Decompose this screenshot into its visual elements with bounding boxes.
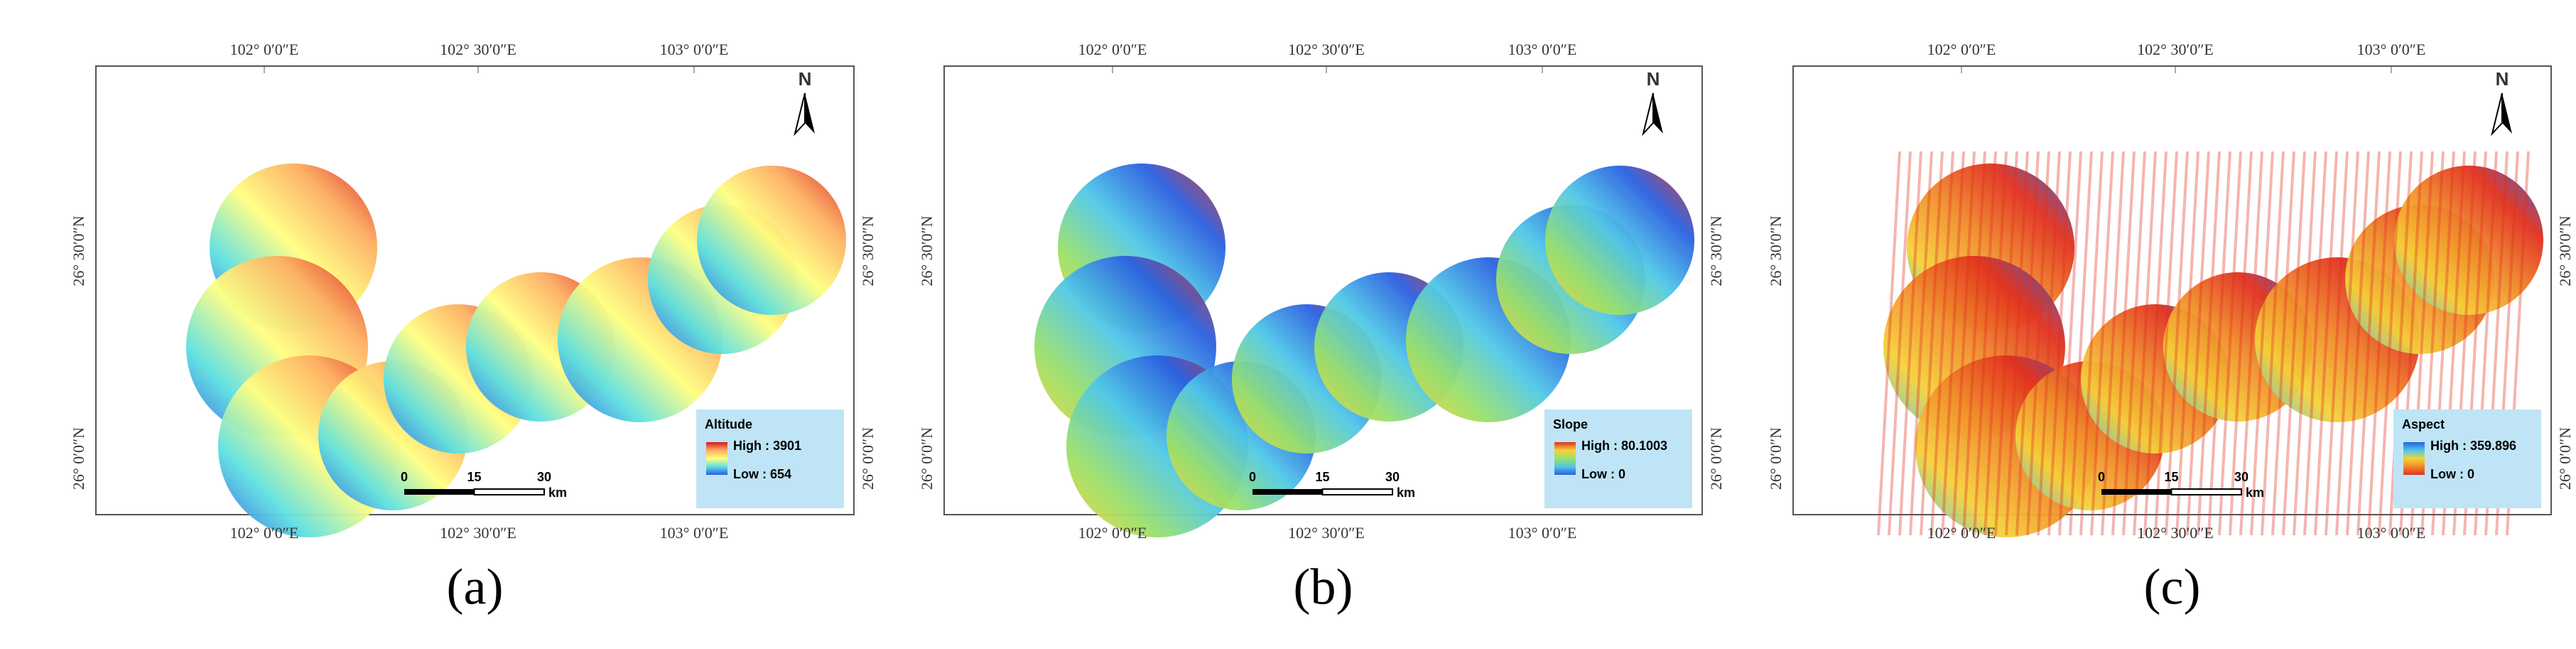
lon-label-bottom: 103° 0′0″E xyxy=(2357,524,2426,542)
scale-unit: km xyxy=(1397,486,1415,500)
north-arrow xyxy=(794,92,806,136)
lon-label-bottom: 102° 30′0″E xyxy=(2137,524,2214,542)
panel-caption: (c) xyxy=(2144,559,2201,616)
legend-low: Low : 0 xyxy=(1581,467,1625,481)
scale-label: 15 xyxy=(1315,470,1329,484)
scale-unit: km xyxy=(548,486,567,500)
north-arrow xyxy=(2502,93,2512,134)
north-arrow xyxy=(2491,92,2503,136)
scale-label: 0 xyxy=(2098,470,2105,484)
legend-high: High : 3901 xyxy=(733,439,801,453)
scale-label: 0 xyxy=(1249,470,1256,484)
terrain xyxy=(1034,163,1694,537)
lon-label-bottom: 103° 0′0″E xyxy=(1508,524,1577,542)
scale-label: 30 xyxy=(1385,470,1400,484)
lat-label-right: 26° 30′0″N xyxy=(2556,215,2574,286)
legend-title: Altitude xyxy=(705,417,752,431)
lon-label-top: 103° 0′0″E xyxy=(2357,41,2426,58)
north-label: N xyxy=(1647,68,1660,90)
scale-bar xyxy=(2101,489,2172,495)
north-label: N xyxy=(799,68,812,90)
lon-label-top: 102° 0′0″E xyxy=(1927,41,1996,58)
lat-label-left: 26° 0′0″N xyxy=(70,427,87,490)
map-panel: 102° 0′0″E 102° 0′0″E 102° 30′0″E 102° 30′0… xyxy=(1767,41,2574,615)
lat-label-right: 26° 30′0″N xyxy=(859,215,877,286)
lon-label-bottom: 102° 30′0″E xyxy=(440,524,516,542)
legend-high: High : 80.1003 xyxy=(1581,439,1667,453)
map-panel: 102° 0′0″E 102° 0′0″E 102° 30′0″E 102° 30′0… xyxy=(918,41,1725,615)
legend-title: Aspect xyxy=(2402,417,2445,431)
lat-label-right: 26° 0′0″N xyxy=(1707,427,1725,490)
lat-label-right: 26° 30′0″N xyxy=(1707,215,1725,286)
legend-high: High : 359.896 xyxy=(2430,439,2516,453)
panel-caption: (a) xyxy=(447,559,504,616)
legend-ramp xyxy=(2403,442,2425,475)
lon-label-bottom: 103° 0′0″E xyxy=(660,524,729,542)
scale-label: 30 xyxy=(537,470,551,484)
scale-label: 0 xyxy=(401,470,408,484)
legend-low: Low : 654 xyxy=(733,467,791,481)
lon-label-top: 102° 30′0″E xyxy=(2137,41,2214,58)
map-panel: 102° 0′0″E 102° 0′0″E 102° 30′0″E 102° 30′0… xyxy=(70,41,877,615)
scale-label: 30 xyxy=(2234,470,2248,484)
lat-label-left: 26° 0′0″N xyxy=(1767,427,1785,490)
lat-label-left: 26° 0′0″N xyxy=(918,427,936,490)
scale-label: 15 xyxy=(467,470,481,484)
north-arrow xyxy=(1653,93,1663,134)
terrain xyxy=(1877,151,2543,537)
lon-label-top: 102° 30′0″E xyxy=(440,41,516,58)
lon-label-bottom: 102° 0′0″E xyxy=(1078,524,1147,542)
scale-bar xyxy=(2170,488,2242,495)
lon-label-top: 103° 0′0″E xyxy=(660,41,729,58)
lon-label-top: 102° 30′0″E xyxy=(1288,41,1365,58)
scale-label: 15 xyxy=(2164,470,2178,484)
legend-low: Low : 0 xyxy=(2430,467,2474,481)
lon-label-top: 102° 0′0″E xyxy=(1078,41,1147,58)
scale-bar xyxy=(473,488,545,495)
scale-unit: km xyxy=(2246,486,2264,500)
lon-label-bottom: 102° 0′0″E xyxy=(1927,524,1996,542)
lat-label-left: 26° 30′0″N xyxy=(1767,215,1785,286)
lon-label-bottom: 102° 30′0″E xyxy=(1288,524,1365,542)
lat-label-left: 26° 30′0″N xyxy=(70,215,87,286)
legend-ramp xyxy=(1554,442,1576,475)
north-label: N xyxy=(2496,68,2509,90)
scale-bar xyxy=(1321,488,1393,495)
scale-bar xyxy=(1252,489,1323,495)
legend-ramp xyxy=(706,442,727,475)
terrain xyxy=(186,163,846,537)
legend-title: Slope xyxy=(1553,417,1588,431)
scale-bar xyxy=(404,489,475,495)
lon-label-top: 102° 0′0″E xyxy=(230,41,299,58)
lat-label-right: 26° 0′0″N xyxy=(859,427,877,490)
lon-label-top: 103° 0′0″E xyxy=(1508,41,1577,58)
panel-caption: (b) xyxy=(1294,559,1353,616)
north-arrow xyxy=(1642,92,1654,136)
lon-label-bottom: 102° 0′0″E xyxy=(230,524,299,542)
lat-label-left: 26° 30′0″N xyxy=(918,215,936,286)
north-arrow xyxy=(805,93,815,134)
lat-label-right: 26° 0′0″N xyxy=(2556,427,2574,490)
